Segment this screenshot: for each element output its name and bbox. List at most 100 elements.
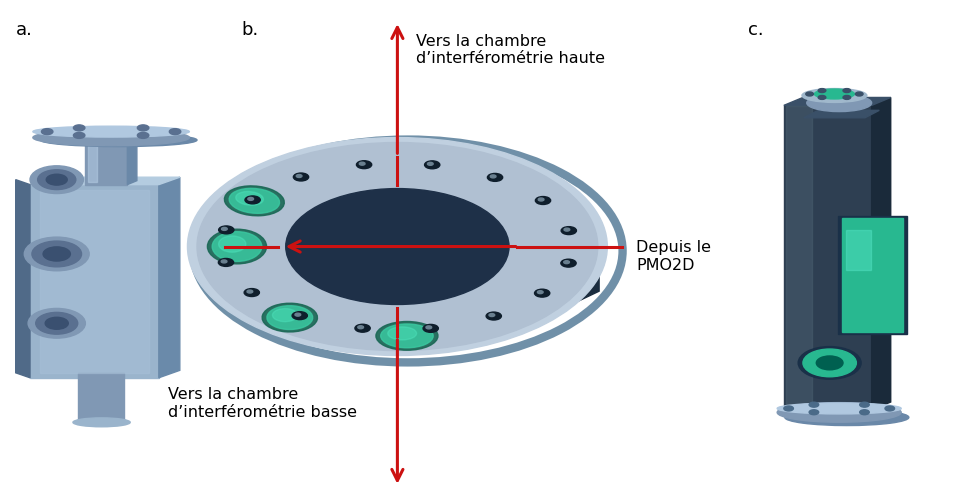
- Text: Vers la chambre
d’interférométrie basse: Vers la chambre d’interférométrie basse: [168, 387, 357, 420]
- Ellipse shape: [73, 418, 130, 427]
- Circle shape: [30, 166, 83, 194]
- Polygon shape: [127, 133, 137, 185]
- Circle shape: [218, 226, 234, 234]
- Circle shape: [356, 161, 371, 169]
- Polygon shape: [88, 140, 97, 182]
- Circle shape: [798, 347, 861, 379]
- Circle shape: [564, 260, 569, 263]
- FancyBboxPatch shape: [842, 218, 903, 332]
- FancyBboxPatch shape: [784, 106, 872, 410]
- Circle shape: [486, 312, 501, 320]
- Polygon shape: [804, 111, 879, 118]
- Circle shape: [818, 96, 826, 100]
- Circle shape: [561, 259, 576, 267]
- Circle shape: [843, 96, 851, 100]
- Ellipse shape: [802, 89, 867, 103]
- Circle shape: [197, 142, 598, 351]
- Ellipse shape: [267, 306, 313, 330]
- Circle shape: [803, 349, 857, 377]
- Ellipse shape: [807, 94, 872, 112]
- Ellipse shape: [262, 303, 318, 332]
- Circle shape: [358, 326, 364, 329]
- Circle shape: [423, 324, 438, 332]
- Circle shape: [43, 247, 71, 261]
- Circle shape: [359, 162, 365, 165]
- Circle shape: [490, 175, 496, 178]
- Circle shape: [74, 125, 85, 131]
- Polygon shape: [784, 98, 891, 106]
- Polygon shape: [216, 160, 578, 333]
- Polygon shape: [78, 373, 123, 422]
- Ellipse shape: [381, 324, 434, 348]
- Circle shape: [425, 161, 440, 169]
- Circle shape: [188, 137, 608, 356]
- Polygon shape: [15, 180, 30, 378]
- Circle shape: [294, 173, 309, 181]
- Circle shape: [428, 162, 434, 165]
- Circle shape: [138, 132, 149, 138]
- Polygon shape: [85, 137, 127, 185]
- Circle shape: [885, 406, 895, 411]
- Circle shape: [74, 132, 85, 138]
- Text: b.: b.: [242, 21, 259, 39]
- Polygon shape: [872, 98, 891, 410]
- Ellipse shape: [785, 409, 909, 426]
- Text: a.: a.: [15, 21, 33, 39]
- Text: Depuis le
PMO2D: Depuis le PMO2D: [636, 240, 711, 272]
- Ellipse shape: [218, 236, 246, 252]
- Ellipse shape: [229, 188, 279, 213]
- Ellipse shape: [777, 402, 901, 422]
- Circle shape: [489, 314, 495, 317]
- Circle shape: [809, 410, 818, 415]
- Circle shape: [818, 89, 826, 93]
- Circle shape: [426, 326, 432, 329]
- Circle shape: [221, 228, 227, 231]
- Circle shape: [784, 406, 793, 411]
- Ellipse shape: [224, 186, 284, 216]
- Text: c.: c.: [747, 21, 764, 39]
- Polygon shape: [237, 169, 599, 342]
- FancyBboxPatch shape: [846, 230, 871, 270]
- Circle shape: [809, 402, 818, 407]
- Circle shape: [37, 170, 76, 190]
- Circle shape: [218, 258, 234, 266]
- FancyBboxPatch shape: [39, 190, 149, 373]
- Ellipse shape: [208, 229, 267, 264]
- Circle shape: [295, 313, 300, 316]
- Polygon shape: [30, 177, 180, 185]
- Circle shape: [244, 288, 259, 296]
- Circle shape: [32, 241, 81, 267]
- Polygon shape: [256, 179, 539, 314]
- Ellipse shape: [33, 129, 189, 146]
- Ellipse shape: [33, 126, 189, 137]
- Circle shape: [28, 308, 85, 338]
- Circle shape: [535, 197, 550, 205]
- Ellipse shape: [40, 133, 197, 146]
- Circle shape: [286, 189, 509, 304]
- Circle shape: [843, 89, 851, 93]
- Circle shape: [24, 237, 89, 271]
- Circle shape: [46, 174, 67, 185]
- FancyBboxPatch shape: [786, 107, 812, 409]
- Ellipse shape: [376, 322, 438, 350]
- Circle shape: [297, 174, 302, 177]
- Ellipse shape: [212, 232, 262, 261]
- Circle shape: [538, 291, 544, 294]
- Circle shape: [487, 173, 502, 181]
- Circle shape: [247, 290, 253, 293]
- Circle shape: [138, 125, 149, 131]
- Circle shape: [245, 196, 260, 204]
- Circle shape: [292, 312, 307, 320]
- Ellipse shape: [814, 89, 855, 99]
- Circle shape: [45, 317, 68, 329]
- Circle shape: [806, 92, 813, 96]
- Polygon shape: [159, 177, 180, 378]
- Circle shape: [859, 402, 869, 407]
- Circle shape: [169, 128, 181, 134]
- Circle shape: [538, 198, 544, 201]
- Circle shape: [561, 227, 576, 235]
- Circle shape: [816, 356, 843, 370]
- Circle shape: [859, 410, 869, 415]
- Ellipse shape: [777, 403, 901, 414]
- Circle shape: [856, 92, 863, 96]
